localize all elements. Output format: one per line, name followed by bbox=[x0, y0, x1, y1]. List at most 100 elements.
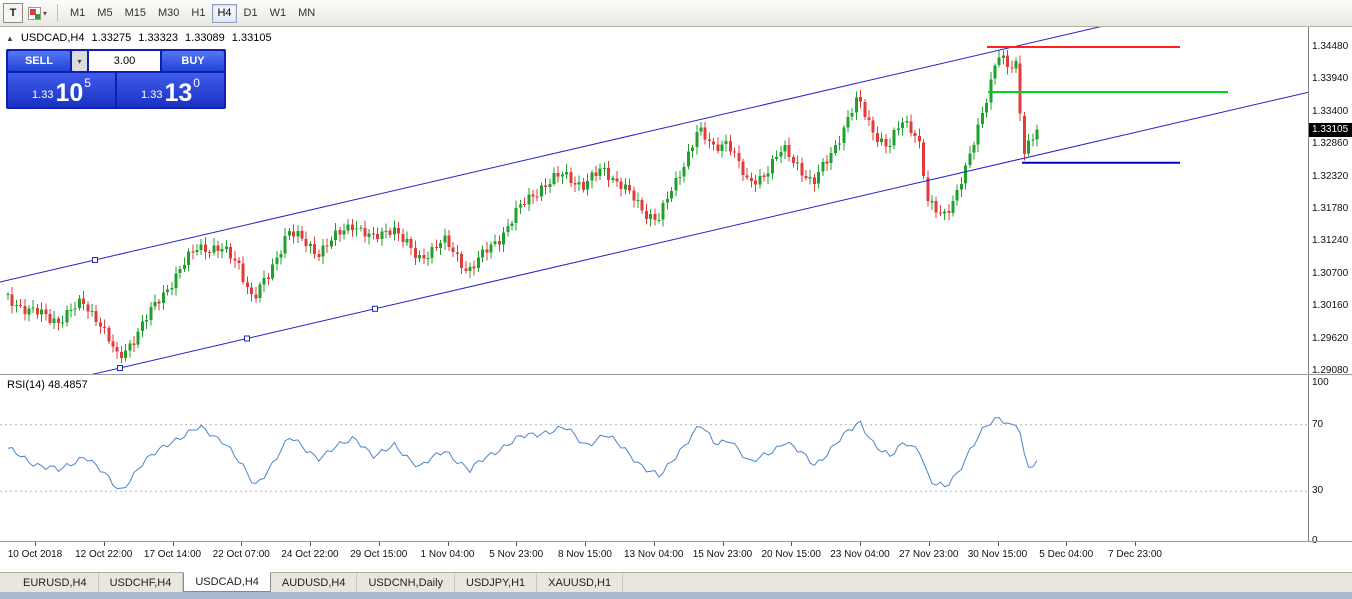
time-axis-label: 22 Oct 07:00 bbox=[212, 549, 270, 560]
bid-prefix: 1.33 bbox=[32, 89, 54, 101]
chart-tab-eurusd-h4[interactable]: EURUSD,H4 bbox=[12, 572, 99, 593]
one-click-trading-panel: SELL ▾ 3.00 BUY 1.33 10 5 1.33 13 0 bbox=[6, 49, 226, 109]
rsi-pane[interactable]: RSI(14) 48.4857 bbox=[0, 375, 1308, 541]
volume-spinner[interactable]: ▾ bbox=[72, 51, 87, 71]
time-axis-label: 30 Nov 15:00 bbox=[967, 549, 1028, 560]
time-tick bbox=[928, 542, 930, 546]
chart-tab-usdchf-h4[interactable]: USDCHF,H4 bbox=[99, 572, 184, 593]
volume-input[interactable]: 3.00 bbox=[89, 51, 160, 71]
chart-title: ▲ USDCAD,H4 1.33275 1.33323 1.33089 1.33… bbox=[6, 32, 272, 44]
buy-button[interactable]: BUY bbox=[162, 51, 224, 71]
price-axis[interactable]: 1.33105 1.34480 1.33940 1.33400 1.32860 1.32… bbox=[1308, 27, 1352, 546]
high-value: 1.33323 bbox=[138, 32, 179, 44]
time-axis-label: 5 Nov 23:00 bbox=[489, 549, 544, 560]
time-axis-label: 20 Nov 15:00 bbox=[761, 549, 822, 560]
time-axis[interactable]: 10 Oct 2018 12 Oct 22:00 17 Oct 14:00 22 Oc… bbox=[0, 542, 1352, 572]
time-tick bbox=[241, 542, 243, 546]
time-tick bbox=[997, 542, 999, 546]
timeframe-button-w1[interactable]: W1 bbox=[269, 7, 287, 19]
price-chart-pane[interactable]: ▲ USDCAD,H4 1.33275 1.33323 1.33089 1.33… bbox=[0, 27, 1308, 374]
objects-icon bbox=[28, 6, 41, 20]
time-axis-label: 23 Nov 04:00 bbox=[830, 549, 890, 560]
timeframe-button-h1[interactable]: H1 bbox=[191, 7, 206, 19]
time-tick bbox=[378, 542, 380, 546]
chart-tab-audusd-h4[interactable]: AUDUSD,H4 bbox=[271, 572, 358, 593]
chart-tab-bar: EURUSD,H4 USDCHF,H4 USDCAD,H4 AUDUSD,H4 USDC… bbox=[0, 572, 1352, 593]
pane-divider bbox=[0, 541, 1352, 542]
chart-tab-usdcnh-daily[interactable]: USDCNH,Daily bbox=[357, 572, 456, 593]
time-axis-label: 13 Nov 04:00 bbox=[624, 549, 684, 560]
rsi-line bbox=[7, 417, 1038, 490]
ask-price-display[interactable]: 1.33 13 0 bbox=[117, 73, 224, 107]
timeframe-group: M1 M5 M15 M30 H1 H4 D1 W1 MN bbox=[65, 3, 320, 23]
channel-handle bbox=[372, 305, 378, 312]
price-chart-svg[interactable] bbox=[0, 27, 1308, 374]
sell-button[interactable]: SELL bbox=[8, 51, 70, 71]
timeframe-button-m1[interactable]: M1 bbox=[70, 7, 86, 19]
timeframe-button-m30[interactable]: M30 bbox=[157, 7, 180, 19]
symbol-label: USDCAD,H4 bbox=[20, 32, 85, 44]
pane-divider[interactable] bbox=[0, 374, 1352, 375]
price-axis-label: 1.32320 bbox=[1312, 170, 1349, 182]
time-axis-label: 1 Nov 04:00 bbox=[420, 549, 475, 560]
price-axis-label: 1.31780 bbox=[1312, 203, 1349, 214]
time-axis-label: 24 Oct 22:00 bbox=[281, 549, 339, 560]
time-tick bbox=[516, 542, 518, 546]
toolbar: T ▾ M1 M5 M15 M30 H1 H4 D1 W1 MN bbox=[0, 0, 1352, 27]
current-price-badge: 1.33105 bbox=[1309, 122, 1352, 137]
open-value: 1.33275 bbox=[91, 32, 132, 44]
timeframe-button-m5[interactable]: M5 bbox=[97, 7, 113, 19]
timeframe-button-d1[interactable]: D1 bbox=[243, 7, 258, 19]
price-axis-label: 1.30700 bbox=[1312, 267, 1349, 279]
channel-lower-line bbox=[91, 91, 1308, 374]
rsi-svg[interactable] bbox=[0, 375, 1308, 541]
toolbar-separator bbox=[57, 4, 59, 22]
time-tick bbox=[791, 542, 793, 546]
time-axis-label: 15 Nov 23:00 bbox=[692, 549, 753, 560]
time-tick bbox=[447, 542, 449, 546]
price-axis-label: 1.29620 bbox=[1312, 332, 1349, 344]
channel-handle bbox=[244, 335, 250, 342]
time-tick bbox=[722, 542, 724, 546]
rsi-axis-label: 100 bbox=[1312, 377, 1329, 388]
time-tick bbox=[860, 542, 861, 546]
chart-tab-xauusd-h1[interactable]: XAUUSD,H1 bbox=[537, 572, 624, 593]
channel-handle bbox=[92, 257, 98, 263]
time-tick bbox=[1066, 542, 1068, 546]
time-axis-label: 7 Dec 23:00 bbox=[1108, 549, 1162, 560]
ask-big-digits: 13 bbox=[164, 79, 193, 107]
chart-objects-button[interactable]: ▾ bbox=[25, 3, 50, 23]
time-tick bbox=[653, 542, 655, 546]
time-axis-label: 29 Oct 15:00 bbox=[350, 549, 408, 560]
time-axis-label: 10 Oct 2018 bbox=[7, 549, 63, 560]
chevron-down-icon: ▾ bbox=[43, 8, 48, 18]
price-axis-label: 1.30160 bbox=[1312, 300, 1349, 312]
time-tick bbox=[310, 542, 311, 546]
chart-tab-usdjpy-h1[interactable]: USDJPY,H1 bbox=[455, 572, 538, 593]
timeframe-button-h4[interactable]: H4 bbox=[212, 3, 237, 23]
time-tick bbox=[1135, 542, 1136, 546]
candlestick-series bbox=[6, 49, 1039, 364]
price-axis-label: 1.34480 bbox=[1312, 41, 1349, 52]
low-value: 1.33089 bbox=[185, 32, 225, 44]
window-bottom-strip bbox=[0, 592, 1352, 599]
time-tick bbox=[103, 542, 105, 546]
timeframe-button-mn[interactable]: MN bbox=[298, 7, 316, 19]
price-axis-label: 1.32860 bbox=[1312, 138, 1349, 150]
templates-button[interactable]: T bbox=[3, 3, 23, 23]
one-click-collapse-icon[interactable]: ▲ bbox=[6, 33, 14, 43]
bid-big-digits: 10 bbox=[55, 79, 84, 107]
time-tick bbox=[35, 542, 36, 546]
chart-tab-usdcad-h4[interactable]: USDCAD,H4 bbox=[183, 572, 271, 592]
time-axis-label: 17 Oct 14:00 bbox=[143, 549, 202, 560]
bid-pipette: 5 bbox=[84, 76, 91, 90]
bid-price-display[interactable]: 1.33 10 5 bbox=[8, 73, 115, 107]
chevron-down-icon: ▾ bbox=[77, 56, 82, 66]
templates-icon: T bbox=[9, 7, 17, 19]
price-axis-label: 1.33940 bbox=[1312, 73, 1349, 85]
time-tick bbox=[585, 542, 586, 546]
timeframe-button-m15[interactable]: M15 bbox=[124, 7, 146, 19]
time-axis-label: 8 Nov 15:00 bbox=[558, 549, 612, 560]
price-axis-label: 1.33400 bbox=[1312, 105, 1349, 117]
